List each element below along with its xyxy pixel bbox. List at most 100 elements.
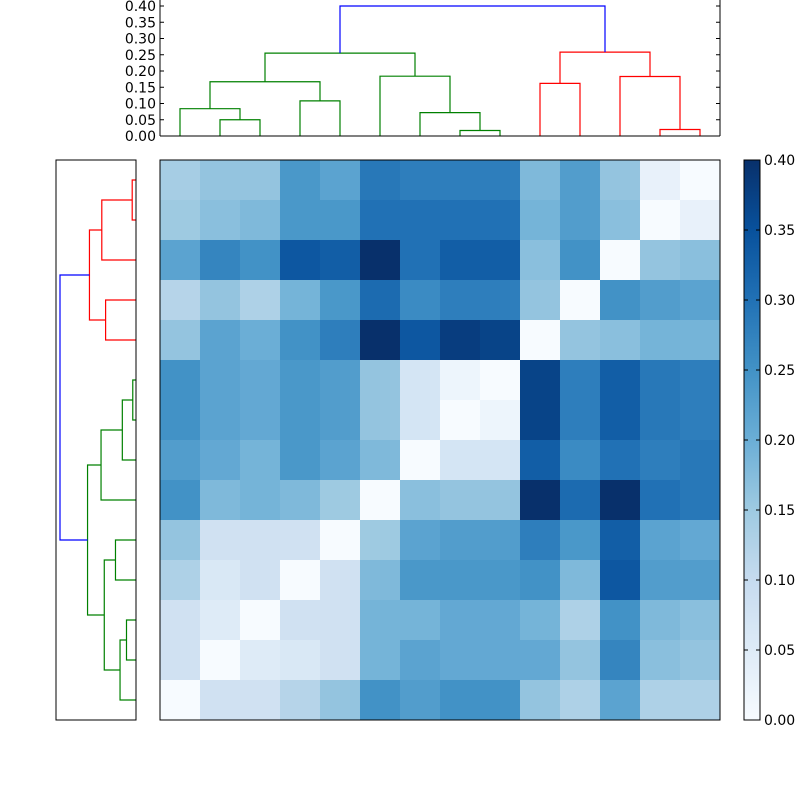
top-dendrogram-link <box>619 75 681 136</box>
heatmap-cell <box>200 360 241 401</box>
heatmap-cell <box>680 560 721 601</box>
heatmap-cell <box>400 600 441 641</box>
heatmap-cell <box>480 560 521 601</box>
heatmap-cell <box>320 440 361 481</box>
heatmap-cell <box>440 200 481 241</box>
heatmap-cell <box>480 200 521 241</box>
heatmap-cell <box>360 320 401 361</box>
heatmap-cell <box>440 360 481 401</box>
heatmap-cell <box>560 320 601 361</box>
top-dendrogram-tick-label: 0.35 <box>125 15 156 31</box>
heatmap-cell <box>160 520 201 561</box>
heatmap-cell <box>560 480 601 521</box>
top-dendrogram-link <box>339 5 606 54</box>
left-dendrogram-link <box>121 399 136 461</box>
heatmap-cell <box>560 240 601 281</box>
heatmap-cell <box>280 560 321 601</box>
heatmap-cell <box>360 560 401 601</box>
top-dendrogram-link <box>219 119 261 136</box>
left-dendrogram-link <box>103 559 121 671</box>
heatmap-cell <box>160 640 201 681</box>
heatmap-cell <box>520 600 561 641</box>
top-dendrogram-tick-label: 0.00 <box>125 129 156 145</box>
heatmap-cell <box>640 680 681 721</box>
heatmap-cell <box>560 680 601 721</box>
heatmap-cell <box>200 560 241 601</box>
heatmap-cell <box>560 640 601 681</box>
heatmap-cell <box>600 280 641 321</box>
heatmap-cell <box>600 560 641 601</box>
heatmap-cell <box>520 320 561 361</box>
heatmap-cell <box>160 560 201 601</box>
heatmap-cell <box>680 520 721 561</box>
heatmap-cell <box>600 680 641 721</box>
colorbar-tick-label: 0.10 <box>764 573 795 589</box>
heatmap-cell <box>240 520 281 561</box>
heatmap-cell <box>640 640 681 681</box>
heatmap-cell <box>640 600 681 641</box>
heatmap-cell <box>520 240 561 281</box>
heatmap-cell <box>600 160 641 201</box>
heatmap-cell <box>320 280 361 321</box>
heatmap-cell <box>240 480 281 521</box>
heatmap-cell <box>240 280 281 321</box>
heatmap-cell <box>160 440 201 481</box>
heatmap-cell <box>240 560 281 601</box>
heatmap-cell <box>160 680 201 721</box>
heatmap-cell <box>440 520 481 561</box>
heatmap-cell <box>400 160 441 201</box>
heatmap-cell <box>400 560 441 601</box>
heatmap-cell <box>240 200 281 241</box>
heatmap-cell <box>400 240 441 281</box>
heatmap-cell <box>280 640 321 681</box>
heatmap-cell <box>600 320 641 361</box>
heatmap-cell <box>480 360 521 401</box>
left-dendrogram-link <box>100 429 136 501</box>
top-dendrogram-tick-label: 0.15 <box>125 80 156 96</box>
heatmap-cell <box>400 400 441 441</box>
heatmap-frame <box>159 159 721 721</box>
heatmap-cell <box>480 240 521 281</box>
heatmap-cell <box>280 600 321 641</box>
heatmap-cell <box>600 600 641 641</box>
heatmap-cell <box>520 280 561 321</box>
heatmap-cell <box>160 600 201 641</box>
heatmap-cell <box>160 320 201 361</box>
heatmap-cell <box>520 440 561 481</box>
heatmap-cell <box>200 240 241 281</box>
heatmap-cell <box>600 240 641 281</box>
heatmap-cell <box>360 240 401 281</box>
top-dendrogram-link <box>459 129 501 136</box>
heatmap-cell <box>480 160 521 201</box>
heatmap-cell <box>280 440 321 481</box>
left-dendrogram-link <box>101 199 136 261</box>
left-dendrogram-link <box>88 229 106 321</box>
heatmap-cell <box>200 600 241 641</box>
heatmap-cell <box>520 160 561 201</box>
heatmap-cell <box>200 440 241 481</box>
heatmap-cell <box>200 280 241 321</box>
heatmap-cell <box>600 400 641 441</box>
colorbar: 0.00 0.05 0.10 0.15 0.20 0.25 0.30 0.35 0.40 <box>743 153 795 729</box>
heatmap-cell <box>280 680 321 721</box>
heatmap-cell <box>600 360 641 401</box>
heatmap-cell <box>360 680 401 721</box>
heatmap-cell <box>480 280 521 321</box>
heatmap-cell <box>360 200 401 241</box>
heatmap-cell <box>680 160 721 201</box>
heatmap-cell <box>360 480 401 521</box>
heatmap-cell <box>560 600 601 641</box>
heatmap-cell <box>440 440 481 481</box>
heatmap-cell <box>400 280 441 321</box>
heatmap-cell <box>680 200 721 241</box>
top-dendrogram: 0.000.050.100.150.200.250.300.350.40 <box>125 0 721 145</box>
heatmap-cell <box>520 400 561 441</box>
heatmap-cell <box>400 360 441 401</box>
heatmap-cell <box>560 160 601 201</box>
heatmap-cell <box>240 160 281 201</box>
heatmap-cell <box>280 400 321 441</box>
heatmap-cell <box>480 640 521 681</box>
heatmap-cell <box>320 480 361 521</box>
top-dendrogram-link <box>419 111 481 136</box>
top-dendrogram-link <box>379 75 451 136</box>
